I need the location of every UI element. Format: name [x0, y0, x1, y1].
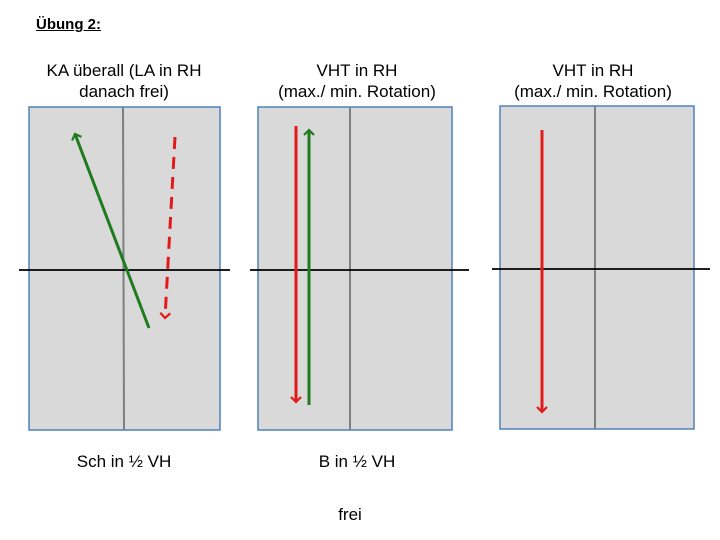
panel-3-title-line2: (max./ min. Rotation) [514, 82, 672, 101]
panel-2-subtitle: B in ½ VH [318, 452, 396, 471]
footer-text: frei [338, 505, 362, 524]
panel-1-subtitle: Sch in ½ VH [76, 452, 172, 471]
panel-3-title-line1: VHT in RH [552, 61, 634, 80]
panel-1-title-line2: danach frei) [79, 82, 169, 101]
panel-3-arena [492, 105, 710, 430]
panel-1-title: KA überall (LA in RH danach frei) [9, 60, 239, 102]
panel-1-green-arrow [71, 132, 151, 329]
panel-1-center-line [122, 106, 125, 431]
panel-1-title-line1: KA überall (LA in RH [46, 61, 202, 80]
panel-1-arena [19, 106, 230, 431]
panel-2-title: VHT in RH (max./ min. Rotation) [242, 60, 472, 102]
panel-2-title-line2: (max./ min. Rotation) [278, 82, 436, 101]
panel-3-title: VHT in RH (max./ min. Rotation) [478, 60, 708, 102]
exercise-heading: Übung 2: [36, 16, 101, 33]
panel-2-arena [250, 106, 469, 431]
panel-2-arena-rect [257, 106, 453, 431]
panel-3-arena-rect [499, 105, 695, 430]
panel-1-red-dashed-arrow [159, 136, 177, 320]
panel-2-title-line1: VHT in RH [316, 61, 398, 80]
